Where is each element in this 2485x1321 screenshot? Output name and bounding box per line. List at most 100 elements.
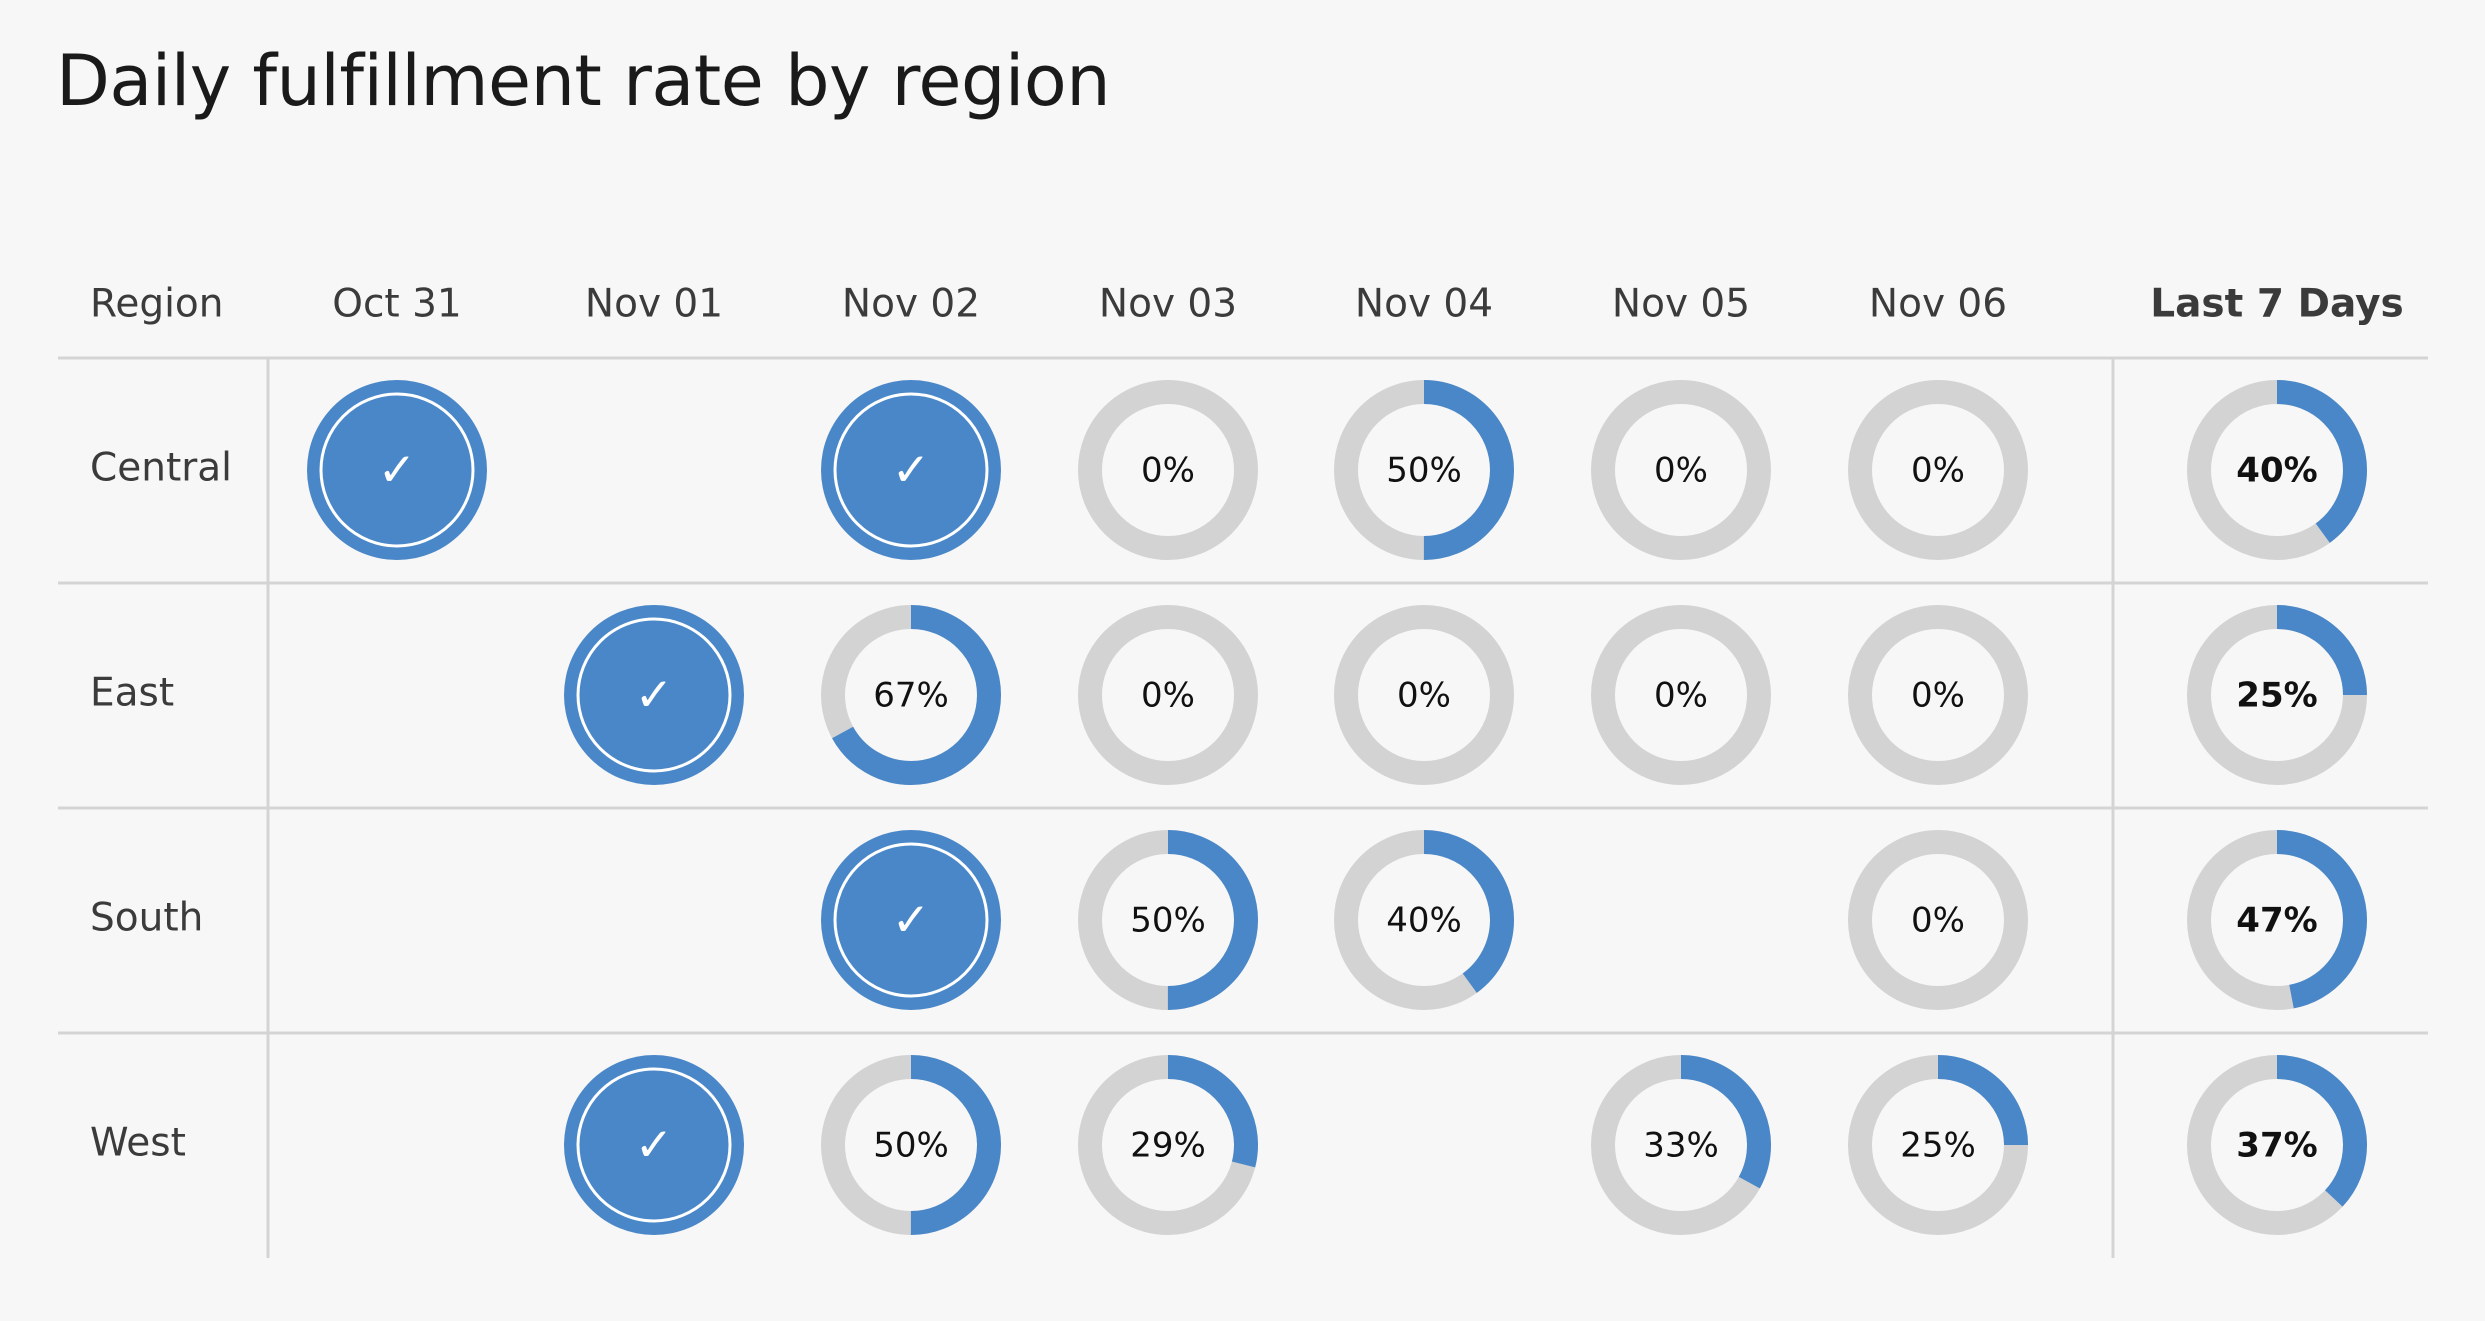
table-row: Central ✓ ✓ 0% 50% 0% 0% 40%	[90, 380, 2367, 560]
progress-arc	[2187, 1055, 2367, 1235]
region-label: West	[90, 1121, 186, 1166]
percent-label: 25%	[2236, 676, 2317, 716]
progress-arc	[1078, 830, 1258, 1010]
table-row: South ✓ 50% 40% 0% 47%	[90, 830, 2367, 1010]
percent-label: 33%	[1643, 1126, 1719, 1166]
check-icon: ✓	[892, 443, 931, 497]
progress-track	[1078, 380, 1258, 560]
complete-inner-ring	[576, 617, 732, 773]
progress-arc	[1848, 1055, 2028, 1235]
day-cell: 29%	[1078, 1055, 1258, 1235]
day-cell: 50%	[821, 1055, 1001, 1235]
day-cell: 50%	[1078, 830, 1258, 1010]
day-cell: 0%	[1848, 380, 2028, 560]
complete-marker	[821, 380, 1001, 560]
day-cell: ✓	[564, 605, 744, 785]
chart-title: Daily fulfillment rate by region	[56, 40, 1111, 122]
percent-label: 50%	[1386, 451, 1462, 491]
header-last-7-days: Last 7 Days	[2150, 282, 2403, 327]
day-cell: 25%	[1848, 1055, 2028, 1235]
column-header: Nov 06	[1869, 282, 2007, 327]
column-header: Nov 04	[1355, 282, 1493, 327]
percent-label: 0%	[1141, 451, 1195, 491]
column-headers: Region Oct 31 Nov 01 Nov 02 Nov 03 Nov 04 Nov …	[90, 282, 2404, 327]
day-cell: 33%	[1591, 1055, 1771, 1235]
day-cell: 0%	[1591, 605, 1771, 785]
day-cell: 0%	[1848, 605, 2028, 785]
day-cell: ✓	[821, 380, 1001, 560]
percent-label: 0%	[1911, 901, 1965, 941]
percent-label: 0%	[1654, 451, 1708, 491]
check-icon: ✓	[635, 668, 674, 722]
region-label: East	[90, 671, 174, 716]
header-region: Region	[90, 282, 224, 327]
complete-inner-ring	[833, 392, 989, 548]
percent-label: 37%	[2236, 1126, 2317, 1166]
progress-arc	[2187, 380, 2367, 560]
day-cell: ✓	[564, 1055, 744, 1235]
progress-track	[1848, 830, 2028, 1010]
progress-arc	[1078, 1055, 1258, 1235]
complete-inner-ring	[319, 392, 475, 548]
percent-label: 40%	[2236, 451, 2317, 491]
percent-label: 25%	[1900, 1126, 1976, 1166]
day-cell: 0%	[1848, 830, 2028, 1010]
day-cell: 40%	[1334, 830, 1514, 1010]
total-cell: 37%	[2187, 1055, 2367, 1235]
complete-inner-ring	[576, 1067, 732, 1223]
region-label: Central	[90, 446, 232, 491]
day-cell: 0%	[1591, 380, 1771, 560]
complete-marker	[564, 605, 744, 785]
table-rows: Central ✓ ✓ 0% 50% 0% 0% 40% East ✓ 67% 0% 0% 0% 0% 25%…	[90, 380, 2367, 1235]
progress-track	[1848, 380, 2028, 560]
percent-label: 50%	[873, 1126, 949, 1166]
percent-label: 29%	[1130, 1126, 1206, 1166]
total-cell: 40%	[2187, 380, 2367, 560]
progress-track	[1334, 605, 1514, 785]
day-cell: 67%	[821, 605, 1001, 785]
column-header: Oct 31	[332, 282, 461, 327]
complete-marker	[821, 830, 1001, 1010]
column-header: Nov 02	[842, 282, 980, 327]
table-grid	[58, 356, 2428, 1258]
percent-label: 0%	[1911, 676, 1965, 716]
check-icon: ✓	[635, 1118, 674, 1172]
progress-arc	[1591, 1055, 1771, 1235]
progress-arc	[821, 1055, 1001, 1235]
progress-track	[1848, 605, 2028, 785]
complete-marker	[307, 380, 487, 560]
percent-label: 0%	[1141, 676, 1195, 716]
table-row: West ✓ 50% 29% 33% 25% 37%	[90, 1055, 2367, 1235]
percent-label: 40%	[1386, 901, 1462, 941]
table-row: East ✓ 67% 0% 0% 0% 0% 25%	[90, 605, 2367, 785]
progress-arc	[2187, 605, 2367, 785]
percent-label: 67%	[873, 676, 949, 716]
percent-label: 47%	[2236, 901, 2317, 941]
complete-inner-ring	[833, 842, 989, 998]
percent-label: 0%	[1397, 676, 1451, 716]
day-cell: 0%	[1078, 605, 1258, 785]
check-icon: ✓	[892, 893, 931, 947]
total-cell: 47%	[2187, 830, 2367, 1010]
check-icon: ✓	[378, 443, 417, 497]
day-cell: 50%	[1334, 380, 1514, 560]
progress-arc	[2187, 830, 2367, 1010]
column-header: Nov 03	[1099, 282, 1237, 327]
percent-label: 0%	[1911, 451, 1965, 491]
column-header: Nov 05	[1612, 282, 1750, 327]
progress-track	[1078, 605, 1258, 785]
day-cell: ✓	[821, 830, 1001, 1010]
percent-label: 50%	[1130, 901, 1206, 941]
progress-arc	[821, 605, 1001, 785]
progress-arc	[1334, 830, 1514, 1010]
percent-label: 0%	[1654, 676, 1708, 716]
complete-marker	[564, 1055, 744, 1235]
day-cell: ✓	[307, 380, 487, 560]
progress-track	[1591, 380, 1771, 560]
day-cell: 0%	[1078, 380, 1258, 560]
column-header: Nov 01	[585, 282, 723, 327]
progress-track	[1591, 605, 1771, 785]
day-cell: 0%	[1334, 605, 1514, 785]
progress-arc	[1334, 380, 1514, 560]
